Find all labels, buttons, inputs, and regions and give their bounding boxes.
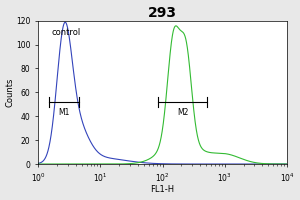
Y-axis label: Counts: Counts [6,78,15,107]
Title: 293: 293 [148,6,177,20]
Text: M1: M1 [58,108,70,117]
Text: control: control [52,28,81,37]
X-axis label: FL1-H: FL1-H [151,185,175,194]
Text: M2: M2 [177,108,188,117]
